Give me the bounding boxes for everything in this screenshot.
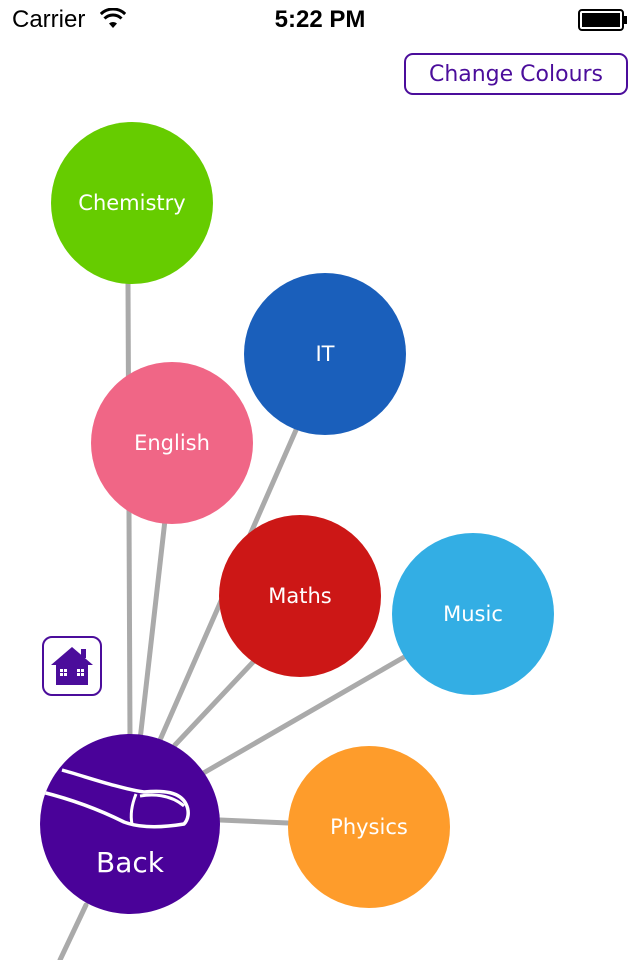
node-it[interactable]: IT [244,273,406,435]
node-english-label: English [134,431,210,455]
change-colours-button[interactable]: Change Colours [404,53,628,95]
connector-english [137,517,168,743]
home-icon [51,647,93,685]
clock: 5:22 PM [274,6,366,33]
back-label: Back [96,846,164,879]
battery-icon [578,9,627,31]
carrier-label: Carrier [12,6,86,33]
node-it-label: IT [315,342,335,366]
wifi-icon [100,8,126,28]
node-physics[interactable]: Physics [288,746,450,908]
connector-music [197,653,409,778]
node-physics-label: Physics [330,815,408,839]
connector-offscreen [57,902,89,960]
node-music[interactable]: Music [392,533,554,695]
node-maths[interactable]: Maths [219,515,381,677]
node-english[interactable]: English [91,362,253,524]
tap-finger-icon [41,768,190,829]
node-chemistry[interactable]: Chemistry [51,122,213,284]
node-maths-label: Maths [268,584,332,608]
home-button[interactable] [42,636,102,696]
status-bar: Carrier 5:22 PM [0,0,640,40]
node-chemistry-label: Chemistry [78,191,186,215]
connector-physics [217,817,291,826]
connector-maths [172,657,258,748]
back-button[interactable]: Back [40,734,220,914]
change-colours-label: Change Colours [428,61,604,87]
node-music-label: Music [443,602,503,626]
